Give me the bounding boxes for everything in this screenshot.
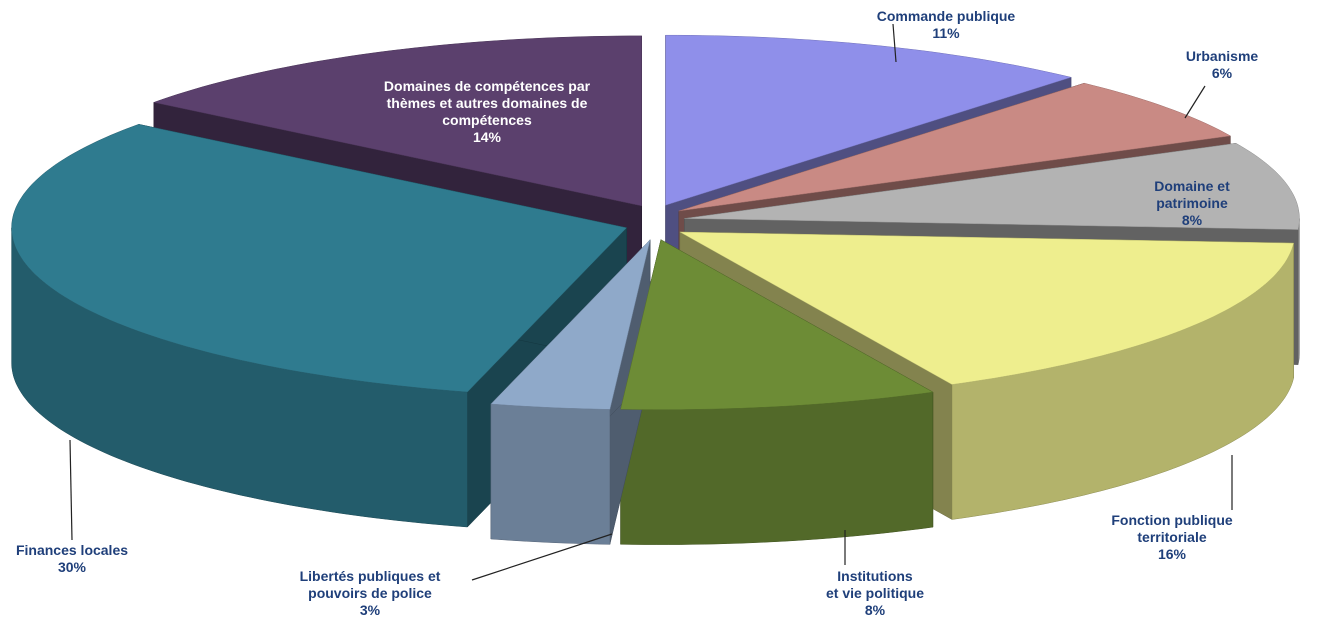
- slice-value-label: 6%: [1211, 65, 1233, 81]
- slice-category-label: Finances locales: [15, 542, 129, 558]
- slice-label: Libertés publiques et pouvoirs de police…: [300, 568, 441, 619]
- slice-label: Urbanisme 6%: [1186, 48, 1258, 82]
- slice-category-label: Institutions et vie politique: [825, 568, 925, 601]
- slice-label: Finances locales 30%: [16, 542, 128, 576]
- slice-value-label: 8%: [864, 602, 886, 618]
- slice-side-outer: [620, 391, 934, 545]
- slice-category-label: Domaine et patrimoine: [1154, 178, 1230, 211]
- slice-value-label: 11%: [932, 25, 960, 41]
- leader-line: [69, 439, 73, 541]
- pie-tops: [11, 34, 1300, 410]
- leader-line: [892, 23, 897, 63]
- slice-value-label: 30%: [57, 559, 87, 575]
- slice-side-outer: [1297, 218, 1300, 365]
- slice-category-label: Commande publique: [876, 8, 1016, 24]
- leader-line: [1184, 85, 1206, 119]
- slice-value-label: 3%: [359, 602, 381, 618]
- slice-category-label: Urbanisme: [1185, 48, 1259, 64]
- slice-top: [679, 231, 1294, 385]
- slice-value-label: 8%: [1181, 212, 1203, 228]
- slice-top: [665, 34, 1073, 206]
- slice-top: [678, 82, 1232, 212]
- slice-label: Fonction publique territoriale 16%: [1098, 512, 1247, 563]
- slice-label: Institutions et vie politique 8%: [826, 568, 924, 619]
- slice-label: Domaine et patrimoine 8%: [1128, 178, 1257, 229]
- slice-top: [620, 239, 934, 410]
- leader-line: [471, 533, 613, 581]
- slice-top: [684, 143, 1300, 230]
- slice-category-label: Domaines de compétences par thèmes et au…: [383, 78, 591, 128]
- slice-top: [152, 35, 642, 207]
- slice-side-outer: [490, 403, 611, 545]
- slice-top: [490, 238, 651, 410]
- slice-label: Commande publique 11%: [877, 8, 1015, 42]
- slice-label: Domaines de compétences par thèmes et au…: [384, 78, 590, 146]
- slice-value-label: 14%: [472, 129, 502, 145]
- slice-category-label: Fonction publique territoriale: [1111, 512, 1233, 545]
- slice-top: [11, 124, 628, 393]
- slice-value-label: 16%: [1157, 546, 1187, 562]
- slice-category-label: Libertés publiques et pouvoirs de police: [299, 568, 441, 601]
